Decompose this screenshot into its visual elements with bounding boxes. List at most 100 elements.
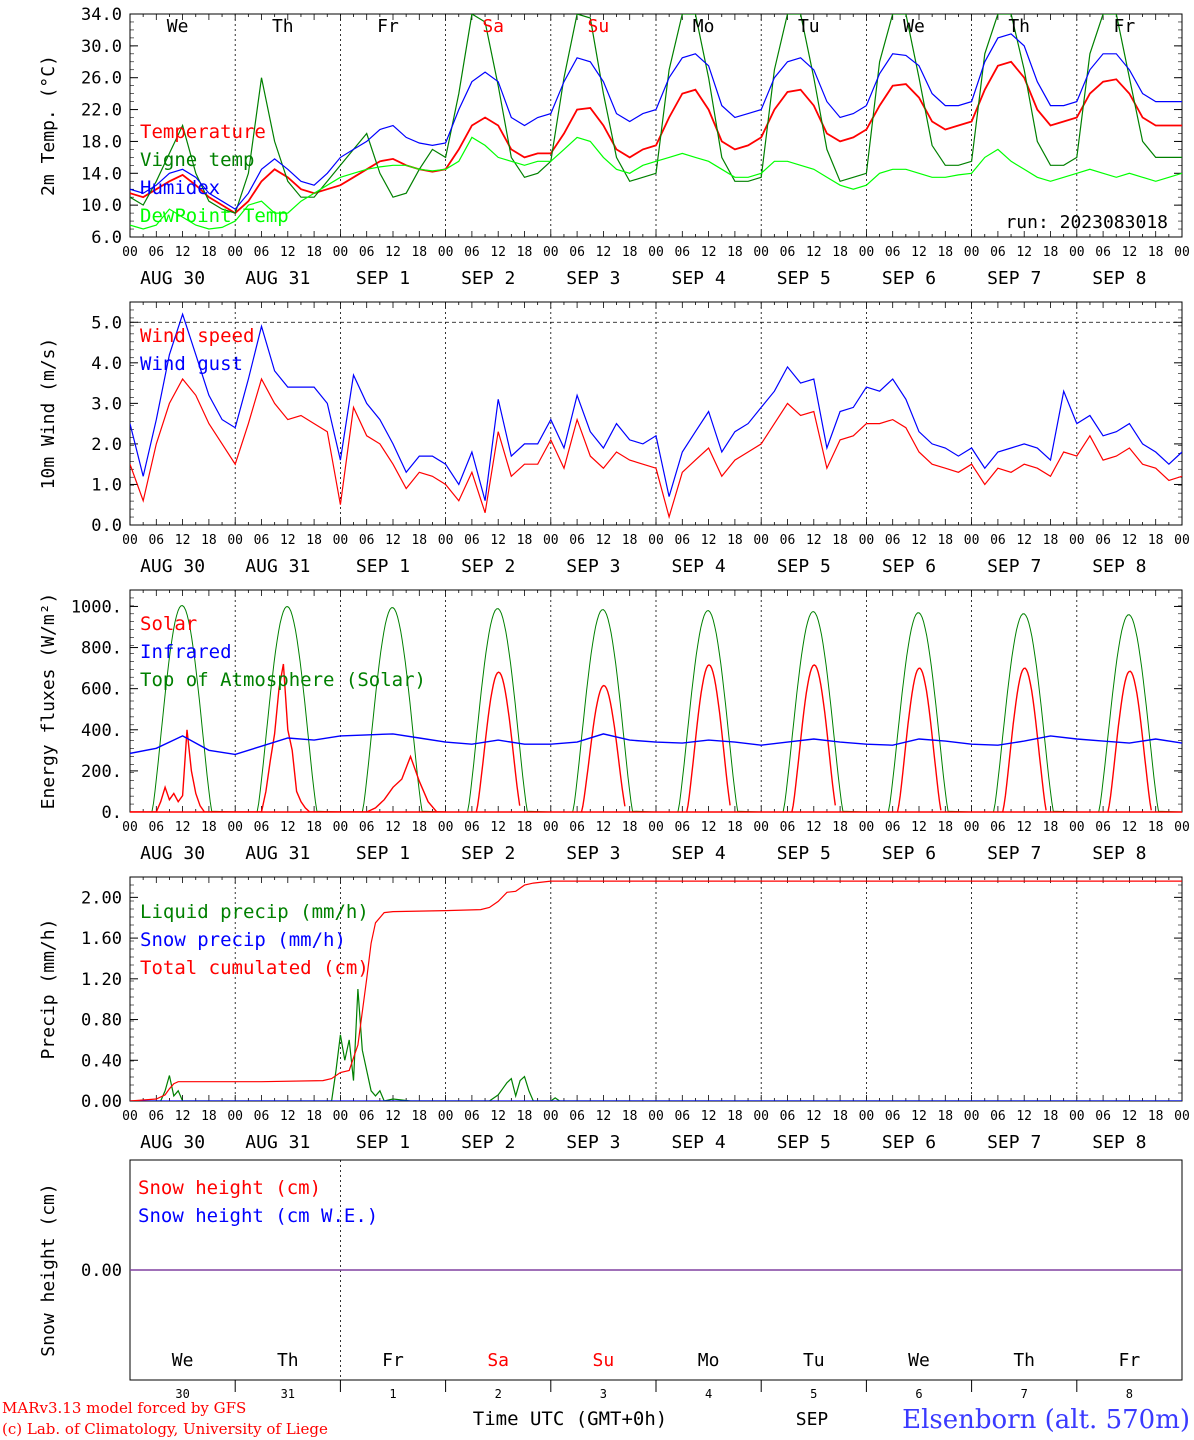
legend-entry: Top of Atmosphere (Solar) xyxy=(140,669,426,691)
x-hour-label: 00 xyxy=(648,820,664,835)
run-label: run: 2023083018 xyxy=(1005,212,1168,233)
bottom-day-number: 30 xyxy=(175,1387,189,1401)
x-hour-label: 06 xyxy=(148,1109,164,1124)
x-hour-label: 18 xyxy=(727,820,743,835)
y-tick-label: 0.40 xyxy=(81,1051,122,1071)
bottom-day-number: 6 xyxy=(915,1387,922,1401)
bottom-day-number: 4 xyxy=(705,1387,712,1401)
x-hour-label: 12 xyxy=(1016,820,1032,835)
x-day-label: SEP 8 xyxy=(1092,556,1146,577)
x-hour-label: 00 xyxy=(964,820,980,835)
x-hour-label: 00 xyxy=(859,1109,875,1124)
toa-solar-curve xyxy=(761,611,867,812)
x-hour-label: 00 xyxy=(753,820,769,835)
x-hour-label: 12 xyxy=(806,533,822,548)
weekday-label: Th xyxy=(1008,16,1030,37)
legend-entry: Solar xyxy=(140,613,197,635)
month-label: SEP xyxy=(796,1409,829,1430)
weekday-label: Tu xyxy=(798,16,820,37)
x-hour-label: 18 xyxy=(1043,533,1059,548)
solar-curve xyxy=(1002,667,1047,812)
x-hour-label: 12 xyxy=(175,820,191,835)
x-hour-label: 06 xyxy=(990,533,1006,548)
x-hour-label: 06 xyxy=(885,533,901,548)
x-hour-label: 18 xyxy=(1148,1109,1164,1124)
x-hour-label: 18 xyxy=(622,533,638,548)
x-hour-label: 00 xyxy=(1174,820,1190,835)
series-line-humidex xyxy=(130,33,1182,210)
x-hour-label: 06 xyxy=(990,245,1006,260)
y-axis-title: Snow height (cm) xyxy=(38,1183,59,1356)
x-hour-label: 00 xyxy=(333,820,349,835)
bottom-weekday-label: Fr xyxy=(382,1350,404,1371)
bottom-weekday-label: Th xyxy=(277,1350,299,1371)
x-hour-label: 12 xyxy=(280,1109,296,1124)
x-hour-label: 18 xyxy=(832,820,848,835)
y-tick-label: 0.0 xyxy=(91,516,122,536)
toa-solar-curve xyxy=(235,606,341,812)
x-hour-label: 06 xyxy=(780,245,796,260)
x-hour-label: 18 xyxy=(937,820,953,835)
x-hour-label: 12 xyxy=(701,1109,717,1124)
x-day-label: SEP 8 xyxy=(1092,268,1146,289)
y-tick-label: 6.0 xyxy=(91,228,122,248)
x-hour-label: 00 xyxy=(122,533,138,548)
x-day-label: SEP 3 xyxy=(566,556,620,577)
series-line-wind-speed xyxy=(130,377,1182,520)
x-hour-label: 18 xyxy=(411,245,427,260)
x-hour-label: 12 xyxy=(596,820,612,835)
weekday-label: Mo xyxy=(693,16,715,37)
x-day-label: AUG 30 xyxy=(140,1132,205,1153)
x-hour-label: 06 xyxy=(569,245,585,260)
x-day-label: SEP 6 xyxy=(882,268,936,289)
x-hour-label: 06 xyxy=(464,820,480,835)
x-day-label: SEP 5 xyxy=(777,843,831,864)
x-hour-label: 00 xyxy=(1069,533,1085,548)
x-hour-label: 12 xyxy=(806,820,822,835)
solar-curve xyxy=(791,664,836,812)
weekday-label: Su xyxy=(588,16,610,37)
x-day-label: AUG 30 xyxy=(140,556,205,577)
x-hour-label: 00 xyxy=(333,533,349,548)
x-hour-label: 06 xyxy=(254,1109,270,1124)
solar-curve xyxy=(475,671,521,812)
x-hour-label: 00 xyxy=(964,245,980,260)
weekday-label: We xyxy=(903,16,925,37)
x-hour-label: 00 xyxy=(227,1109,243,1124)
x-hour-label: 18 xyxy=(306,245,322,260)
x-hour-label: 06 xyxy=(464,1109,480,1124)
x-hour-label: 00 xyxy=(543,820,559,835)
x-hour-label: 06 xyxy=(885,1109,901,1124)
x-hour-label: 12 xyxy=(701,245,717,260)
x-hour-label: 12 xyxy=(175,245,191,260)
x-hour-label: 18 xyxy=(306,820,322,835)
station-label: Elsenborn (alt. 570m) xyxy=(902,1405,1190,1435)
bottom-weekday-label: We xyxy=(908,1350,930,1371)
x-hour-label: 12 xyxy=(911,533,927,548)
x-day-label: AUG 31 xyxy=(245,1132,310,1153)
x-hour-label: 18 xyxy=(517,533,533,548)
y-tick-label: 26.0 xyxy=(81,69,122,89)
x-day-label: SEP 6 xyxy=(882,843,936,864)
x-hour-label: 00 xyxy=(859,820,875,835)
x-hour-label: 06 xyxy=(569,533,585,548)
legend-entry: DewPoint Temp xyxy=(140,205,289,227)
x-hour-label: 06 xyxy=(148,820,164,835)
legend-entry: Liquid precip (mm/h) xyxy=(140,901,369,923)
x-hour-label: 18 xyxy=(937,533,953,548)
series-line-liquid-precip-mm-h- xyxy=(130,988,1182,1101)
x-hour-label: 12 xyxy=(1016,533,1032,548)
x-hour-label: 18 xyxy=(1148,245,1164,260)
x-hour-label: 18 xyxy=(1148,533,1164,548)
x-hour-label: 00 xyxy=(1174,1109,1190,1124)
legend-entry: Infrared xyxy=(140,641,232,663)
solar-curve-early xyxy=(130,663,446,812)
x-hour-label: 12 xyxy=(385,533,401,548)
x-hour-label: 18 xyxy=(727,245,743,260)
x-hour-label: 00 xyxy=(1174,533,1190,548)
y-tick-label: 22.0 xyxy=(81,101,122,121)
x-hour-label: 06 xyxy=(780,1109,796,1124)
credit-line-2: (c) Lab. of Climatology, University of L… xyxy=(2,1420,328,1438)
x-day-label: SEP 7 xyxy=(987,1132,1041,1153)
toa-solar-curve xyxy=(1076,614,1182,812)
